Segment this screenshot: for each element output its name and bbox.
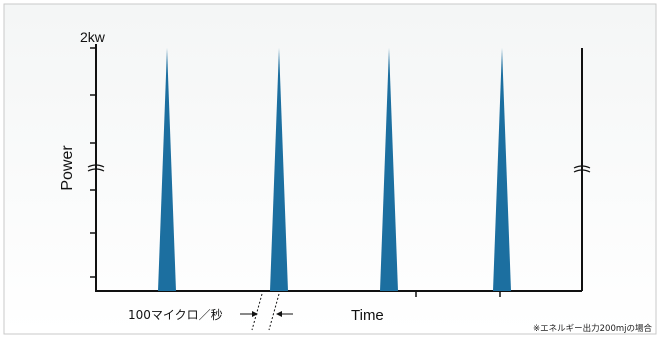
y-axis-label: Power: [59, 145, 76, 191]
right-line-break-icon: [573, 165, 591, 173]
y-axis-break-icon: [87, 164, 105, 172]
y-axis-ticks: [90, 47, 97, 278]
diagram-background: [3, 3, 657, 335]
interval-arrowhead-right: [276, 311, 282, 317]
pulse-2: [270, 48, 288, 291]
interval-annotation: [240, 293, 293, 331]
pulse-3: [380, 48, 398, 291]
pulse-1: [158, 48, 176, 291]
footnote: ※エネルギー出力200mjの場合: [533, 323, 652, 334]
interval-arrowhead-left: [252, 311, 258, 317]
interval-label: 100マイクロ／秒: [128, 308, 223, 322]
pulse-4: [493, 48, 511, 291]
y-max-label: 2kw: [80, 29, 106, 45]
x-axis-ticks: [415, 291, 501, 297]
pulses: [158, 48, 511, 291]
x-axis-label: Time: [351, 307, 384, 324]
